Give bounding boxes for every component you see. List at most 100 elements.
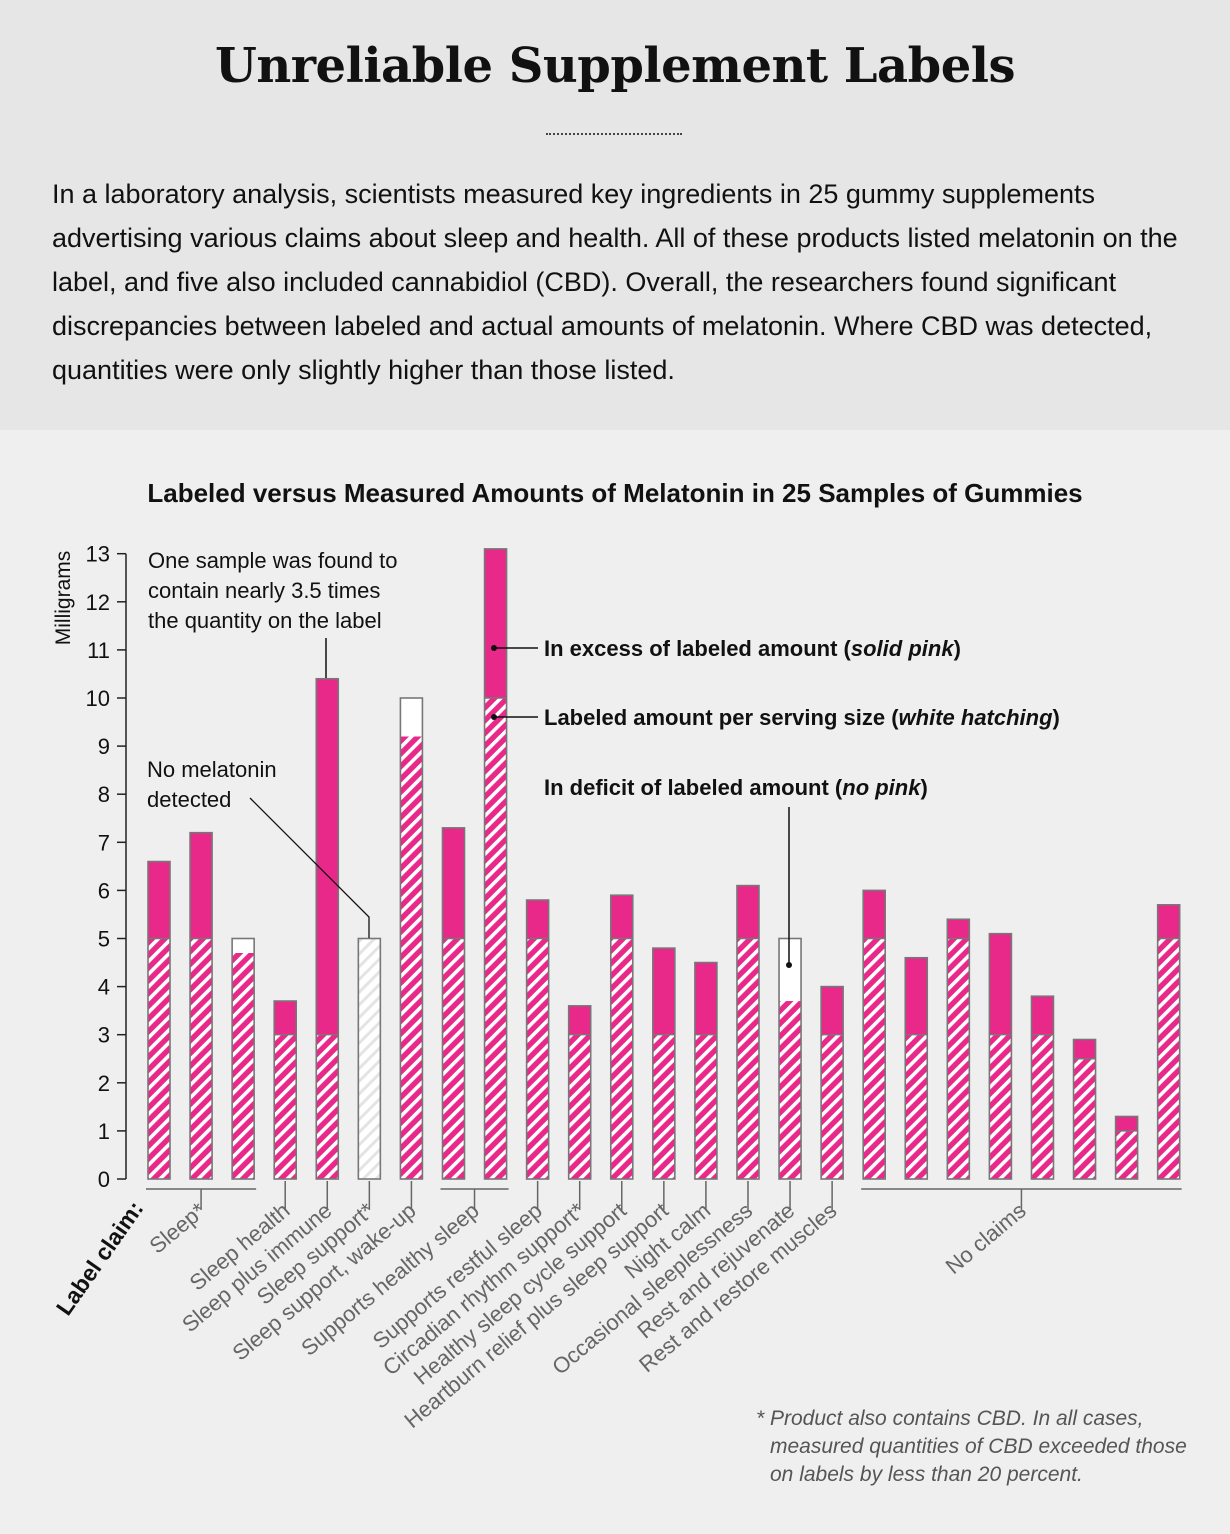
bar-outline	[820, 985, 844, 1180]
bar-labeled-hatch	[316, 1034, 339, 1179]
bar-labeled-hatch	[821, 1034, 844, 1179]
footnote-text: Product also contains CBD. In all cases,…	[770, 1407, 1187, 1486]
bar-labeled-hatch	[232, 952, 255, 1179]
bar-sample	[525, 899, 550, 1180]
bar-labeled-outline	[231, 937, 255, 1180]
bar-outline	[525, 899, 550, 1180]
bar-deficit	[400, 698, 423, 737]
bar-sample	[1072, 1038, 1097, 1180]
bar-deficit	[232, 938, 255, 953]
bar-outline	[441, 827, 466, 1180]
bar-labeled-hatch	[526, 938, 549, 1179]
bar-outline	[904, 956, 929, 1180]
bar-labeled-hatch	[1157, 938, 1180, 1179]
bar-outline	[189, 831, 213, 1180]
bar-sample	[567, 1005, 592, 1180]
bar-labeled-hatch	[989, 1034, 1012, 1179]
y-tick-label: 7	[98, 830, 110, 855]
y-tick-label: 13	[86, 542, 110, 567]
bar-sample	[1156, 904, 1181, 1180]
y-tick-label: 10	[86, 686, 110, 711]
legend-labeled-text: Labeled amount per serving size (white h…	[544, 705, 1060, 730]
bar-outline	[694, 961, 718, 1180]
bar-sample	[147, 860, 171, 1180]
bar-excess	[526, 900, 549, 939]
legend-excess-text: In excess of labeled amount (solid pink)	[544, 636, 961, 661]
y-tick-label: 1	[98, 1119, 110, 1144]
bar-excess	[736, 885, 759, 939]
y-tick-label: 5	[98, 927, 110, 952]
bar-sample	[315, 677, 340, 1180]
bar-labeled-hatch	[779, 1001, 802, 1179]
annotation-high-sample-text: One sample was found to contain nearly 3.…	[148, 548, 397, 633]
page-title: Unreliable Supplement Labels	[215, 38, 1015, 94]
bar-excess	[863, 890, 886, 939]
bar-outline	[147, 860, 171, 1180]
annotation-none-detected-leader	[249, 797, 370, 938]
bar-sample	[441, 827, 466, 1180]
annotation-high-sample: One sample was found to contain nearly 3.…	[148, 548, 397, 678]
bar-sample	[904, 956, 929, 1180]
bar-outline	[736, 884, 760, 1180]
bar-outline	[1156, 904, 1181, 1180]
annotation-none-detected: No melatonin detected	[147, 757, 370, 938]
bar-outline	[652, 947, 676, 1180]
bar-sample	[1030, 995, 1055, 1180]
bar-labeled-hatch	[568, 1034, 591, 1179]
bar-labeled-outline	[399, 697, 424, 1180]
footnote: * Product also contains CBD. In all case…	[756, 1405, 1196, 1489]
y-tick-label: 0	[98, 1167, 110, 1192]
y-tick-label: 2	[98, 1071, 110, 1096]
intro-paragraph: In a laboratory analysis, scientists mea…	[52, 179, 1178, 385]
bar-sample	[483, 548, 508, 1180]
legend-excess-dot	[491, 645, 497, 651]
title-divider	[546, 133, 682, 135]
y-tick-label: 8	[98, 782, 110, 807]
bar-outline	[862, 889, 886, 1180]
bar-labeled-hatch	[610, 938, 633, 1179]
bar-excess	[568, 1005, 591, 1035]
x-axis-title: Label claim:	[51, 1196, 149, 1320]
footnote-marker: *	[756, 1407, 765, 1430]
bar-outline	[988, 932, 1013, 1180]
annotation-none-detected-text: No melatonin detected	[147, 757, 277, 812]
bars	[147, 548, 1181, 1180]
y-tick-label: 6	[98, 878, 110, 903]
bar-outline	[1114, 1115, 1139, 1180]
bar-outline	[483, 548, 508, 1180]
bar-labeled-hatch	[905, 1034, 928, 1179]
x-group-label: Sleep*	[145, 1197, 211, 1258]
bar-labeled-hatch	[274, 1034, 297, 1179]
bar-sample	[862, 889, 886, 1180]
bar-outline	[273, 1000, 298, 1180]
bar-excess	[484, 548, 507, 698]
bar-sample	[357, 937, 382, 1180]
y-tick-label: 12	[86, 590, 110, 615]
bar-excess	[190, 832, 213, 939]
bar-outline	[567, 1005, 592, 1180]
bar-sample	[778, 937, 802, 1180]
bar-excess	[442, 827, 465, 939]
bar-labeled-hatch	[694, 1034, 717, 1179]
chart-title: Labeled versus Measured Amounts of Melat…	[147, 478, 1083, 508]
bar-sample	[652, 947, 676, 1180]
bar-sample	[231, 937, 255, 1180]
bar-outline	[1072, 1038, 1097, 1180]
bar-labeled-hatch	[1031, 1034, 1054, 1179]
bar-excess	[947, 919, 970, 939]
bar-labeled-outline	[357, 937, 382, 1180]
bar-sample	[609, 894, 634, 1180]
bar-excess	[1115, 1116, 1138, 1131]
bar-labeled-hatch	[190, 938, 213, 1179]
legend-labeled-dot	[491, 714, 497, 720]
bar-excess	[694, 962, 717, 1035]
bar-labeled-hatch	[1115, 1130, 1138, 1179]
bar-sample	[399, 697, 424, 1180]
x-group: No claims	[861, 1188, 1182, 1279]
bar-labeled-hatch	[148, 938, 170, 1179]
bar-outline	[1030, 995, 1055, 1180]
bar-sample	[988, 932, 1013, 1180]
bar-outline	[609, 894, 634, 1180]
legend-deficit-text: In deficit of labeled amount (no pink)	[544, 775, 928, 800]
